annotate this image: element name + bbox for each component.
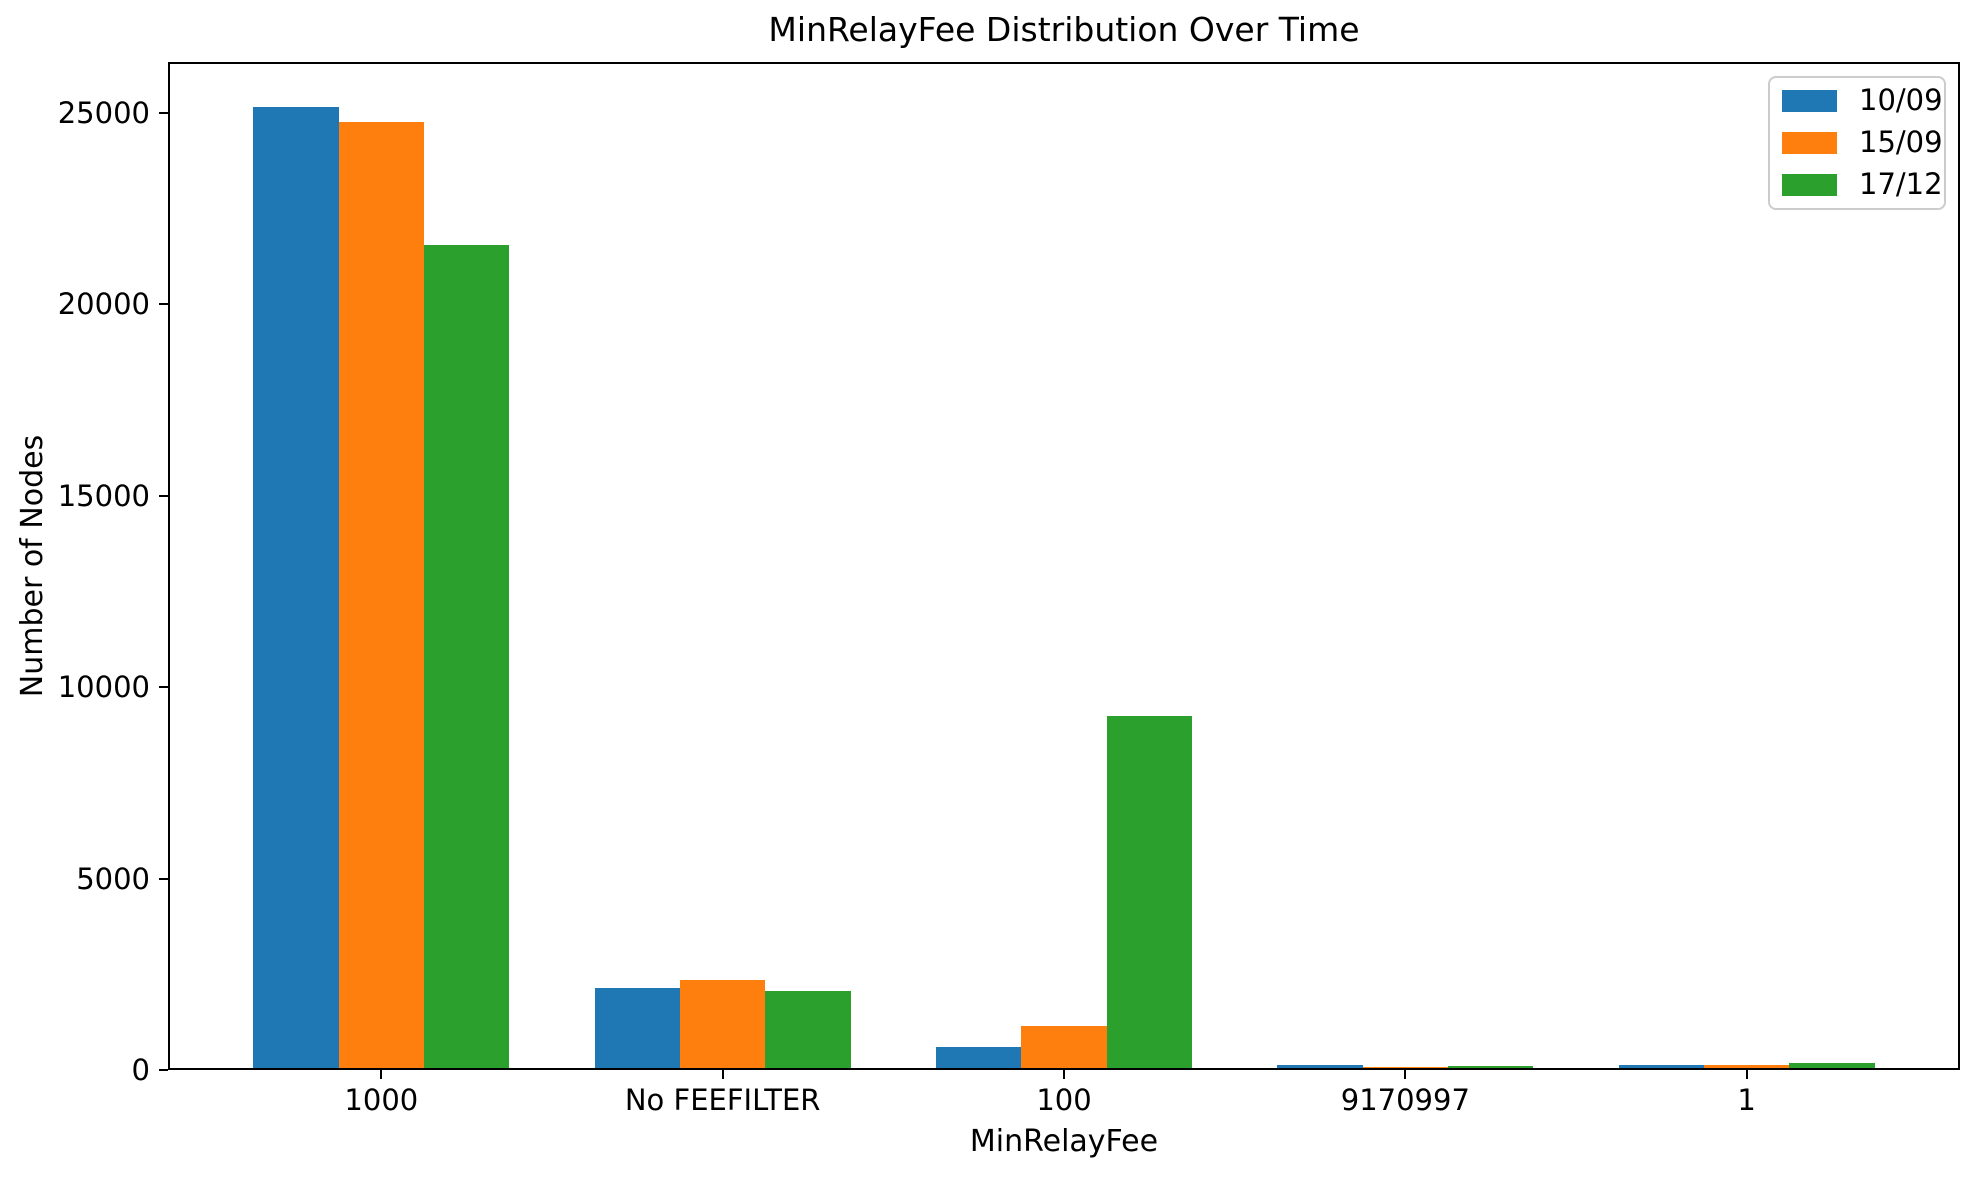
bar (680, 979, 766, 1068)
y-tick-label: 20000 (57, 287, 150, 322)
y-tick-label: 5000 (76, 861, 150, 896)
x-tick-label: 1000 (344, 1083, 419, 1117)
legend-item: 17/12 (1782, 170, 1944, 199)
y-tick-mark (159, 303, 168, 306)
legend-items: 10/09 15/09 17/12 (1782, 86, 1944, 199)
y-tick-mark (159, 1069, 168, 1071)
y-axis-label: Number of Nodes (15, 434, 50, 698)
legend-swatch (1782, 173, 1837, 196)
legend-swatch (1782, 131, 1837, 154)
y-tick-label: 10000 (57, 670, 150, 705)
legend: 10/09 15/09 17/12 (1768, 76, 1946, 210)
x-tick-mark (1745, 1070, 1748, 1079)
bar (1618, 1064, 1704, 1068)
x-tick-mark (380, 1070, 383, 1079)
y-tick-mark (159, 877, 168, 880)
bar (936, 1046, 1022, 1068)
bar (1277, 1065, 1363, 1068)
x-tick-mark (1063, 1070, 1065, 1079)
bar (253, 107, 339, 1068)
x-tick-label: 100 (1036, 1083, 1092, 1117)
bar (1448, 1066, 1534, 1068)
bar (765, 991, 851, 1068)
bar (1362, 1066, 1448, 1068)
y-tick-label: 15000 (57, 478, 150, 513)
bar (1704, 1064, 1790, 1068)
x-tick-label: 9170997 (1340, 1083, 1470, 1117)
x-tick-mark (721, 1070, 724, 1079)
legend-item: 10/09 (1782, 86, 1944, 115)
chart-title: MinRelayFee Distribution Over Time (768, 10, 1360, 49)
plot-area (168, 62, 1960, 1070)
y-tick-mark (159, 111, 168, 114)
legend-label: 10/09 (1859, 83, 1943, 117)
bar (1789, 1062, 1875, 1068)
x-tick-label: No FEEFILTER (624, 1083, 821, 1117)
x-axis-label: MinRelayFee (969, 1124, 1159, 1159)
y-tick-mark (159, 494, 168, 497)
y-tick-mark (159, 686, 168, 689)
bar (594, 987, 680, 1068)
bar (424, 244, 510, 1068)
y-tick-label: 0 (131, 1053, 150, 1087)
legend-label: 15/09 (1859, 125, 1943, 159)
y-tick-label: 25000 (57, 95, 150, 130)
bar (338, 122, 424, 1068)
legend-item: 15/09 (1782, 128, 1944, 157)
x-tick-mark (1404, 1070, 1407, 1079)
bar (1106, 715, 1192, 1068)
legend-swatch (1782, 89, 1837, 112)
bar (1021, 1025, 1107, 1068)
x-tick-label: 1 (1737, 1083, 1756, 1117)
legend-label: 17/12 (1859, 167, 1943, 201)
